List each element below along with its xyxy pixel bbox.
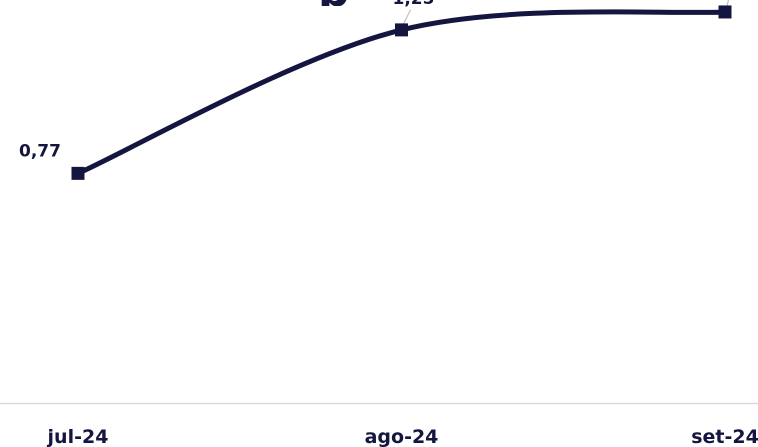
series-markers xyxy=(72,5,732,179)
data-label-ago-24: 1,25 xyxy=(393,0,435,9)
leader-line-ago-24 xyxy=(404,10,411,24)
x-tick-label-set-24: set-24 xyxy=(691,426,758,447)
x-axis-tick-labels: jul-24 ago-24 set-24 xyxy=(47,426,758,447)
x-tick-label-jul-24: jul-24 xyxy=(47,426,109,447)
data-label-jul-24: 0,77 xyxy=(19,141,61,161)
data-labels: 0,771,251,31 xyxy=(19,0,757,161)
x-tick-label-ago-24: ago-24 xyxy=(365,426,439,447)
leader-line-set-24 xyxy=(727,0,733,6)
marker-jul-24 xyxy=(72,167,85,180)
marker-ago-24 xyxy=(395,23,408,36)
marker-set-24 xyxy=(719,5,732,18)
